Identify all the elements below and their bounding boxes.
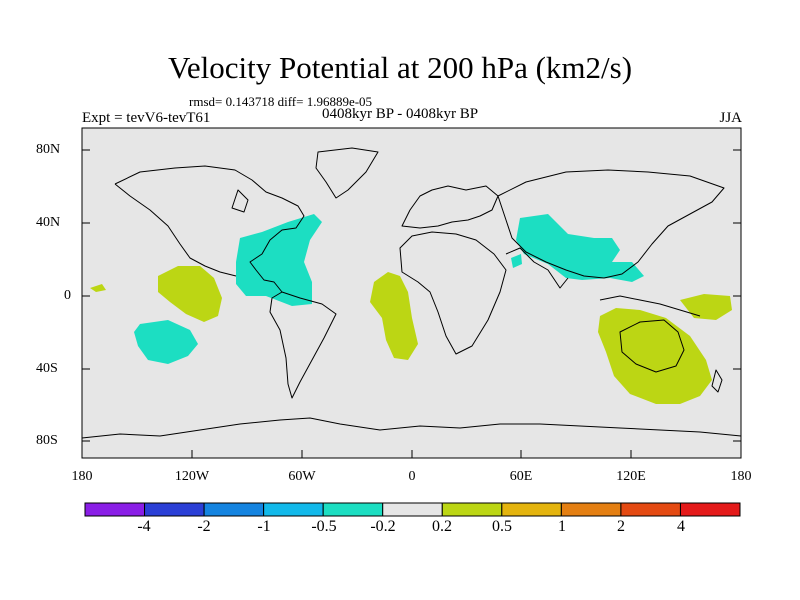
x-tick-120w: 120W <box>174 469 210 484</box>
x-tick-0: 0 <box>408 469 416 484</box>
x-tick-180-right: 180 <box>730 469 752 484</box>
coastline-hudson-bay <box>231 189 249 213</box>
colorbar-label-1: -4 <box>137 518 151 535</box>
colorbar-swatch <box>679 502 741 517</box>
colorbar-swatch <box>84 502 146 517</box>
coastline-arabia-india <box>505 247 569 289</box>
negative-anomaly-caribbean <box>236 214 322 306</box>
x-tick-60w: 60W <box>288 469 316 484</box>
season-label: JJA <box>719 110 742 126</box>
colorbar-label-9: 2 <box>617 518 625 535</box>
y-tick-80s: 80S <box>36 433 58 448</box>
y-tick-40s: 40S <box>36 361 58 376</box>
colorbar-label-4: -0.5 <box>311 518 337 535</box>
colorbar-label-5: -0.2 <box>370 518 396 535</box>
colorbar-label-10: 4 <box>677 518 685 535</box>
axis-ticks <box>82 149 741 458</box>
negative-anomaly-asia <box>516 214 644 282</box>
coastline-australia <box>619 319 685 373</box>
positive-anomaly-small-pacific <box>90 284 106 292</box>
colorbar-swatch <box>501 502 562 517</box>
y-tick-40n: 40N <box>36 215 61 230</box>
coastline-greenland <box>315 147 379 199</box>
colorbar-swatch <box>441 502 503 517</box>
stats-text: rmsd= 0.143718 diff= 1.96889e-05 <box>189 94 373 109</box>
colorbar-label-3: -1 <box>257 518 271 535</box>
negative-anomaly-south-pacific <box>134 320 198 364</box>
positive-anomaly-atlantic <box>370 272 418 360</box>
negative-anomaly-arabia <box>511 254 522 268</box>
colorbar-label-6: 0.2 <box>432 518 452 535</box>
colorbar-label-2: -2 <box>197 518 211 535</box>
colorbar-swatch <box>620 502 681 517</box>
coastlines <box>81 147 742 439</box>
x-tick-120e: 120E <box>616 469 646 484</box>
x-tick-180-left: 180 <box>71 469 93 484</box>
period-label: 0408kyr BP - 0408kyr BP <box>322 106 479 122</box>
positive-anomaly-australia <box>598 308 712 404</box>
anomaly-layer <box>90 214 732 404</box>
coastline-north-america <box>114 165 305 293</box>
coastline-africa <box>399 231 507 355</box>
colorbar-swatch <box>263 502 324 517</box>
coastline-asia <box>497 169 725 279</box>
colorbar-label-8: 1 <box>558 518 566 535</box>
y-tick-80n: 80N <box>36 142 61 157</box>
experiment-label: Expt = tevV6-tevT61 <box>82 110 211 126</box>
colorbar-swatch <box>322 502 384 517</box>
colorbar-swatch <box>382 502 443 517</box>
map-title: Velocity Potential at 200 hPa (km2/s) <box>167 50 633 85</box>
coastline-north-america-west <box>114 183 237 277</box>
colorbar-swatch <box>144 502 205 517</box>
coastline-antarctica <box>81 417 742 439</box>
coastline-new-zealand <box>711 369 723 393</box>
colorbar-swatch <box>203 502 265 517</box>
coastline-south-america <box>269 291 337 399</box>
coastline-maritime-continent <box>599 295 701 317</box>
colorbar-label-7: 0.5 <box>492 518 512 535</box>
colorbar <box>84 502 741 517</box>
y-tick-0: 0 <box>64 288 71 303</box>
x-tick-60e: 60E <box>509 469 533 484</box>
positive-anomaly-east-pacific <box>158 266 222 322</box>
colorbar-swatch <box>560 502 622 517</box>
